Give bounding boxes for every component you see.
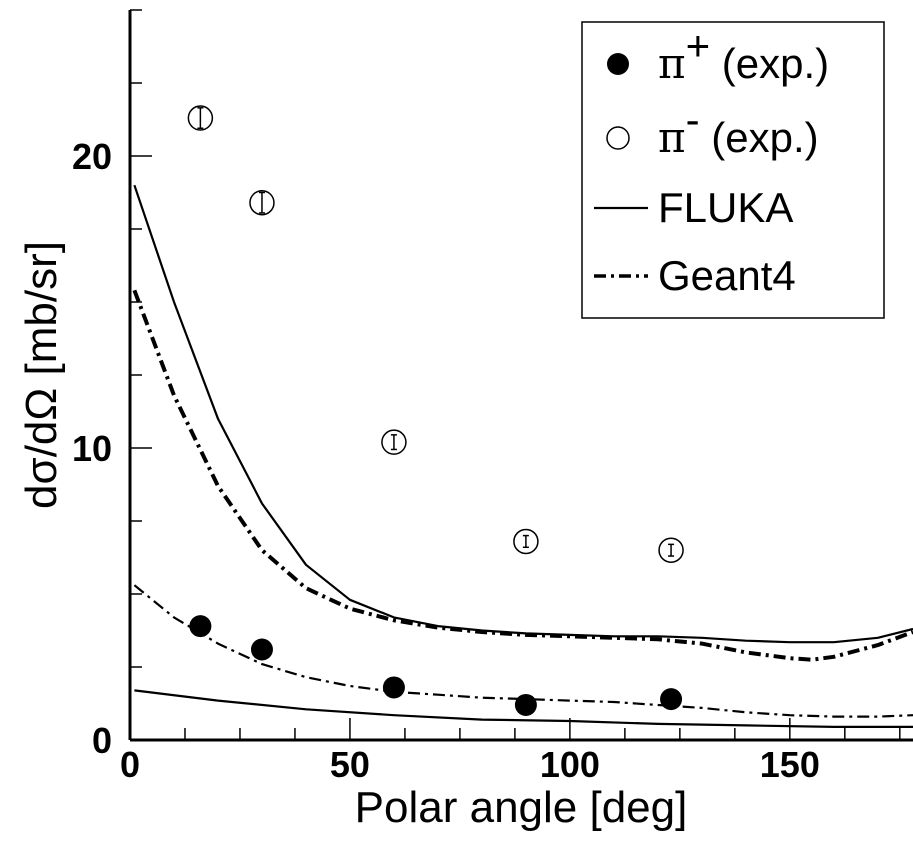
- x-tick-label: 50: [330, 744, 370, 785]
- pi-plus-point: [514, 693, 537, 716]
- pi-plus-point: [660, 688, 683, 711]
- y-axis-title: dσ/dΩ [mb/sr]: [17, 241, 66, 509]
- x-axis-title: Polar angle [deg]: [355, 783, 688, 832]
- pi-plus-point: [382, 676, 405, 699]
- legend-open-marker: [606, 126, 630, 150]
- x-tick-label: 150: [760, 744, 820, 785]
- x-tick-label: 0: [120, 744, 140, 785]
- axis-ticks: 0 50 100 150 0 10 20: [72, 9, 901, 785]
- pi-plus-point: [189, 615, 212, 638]
- legend-filled-marker: [607, 53, 629, 75]
- legend-box: [581, 21, 885, 319]
- data-points: [187, 105, 684, 716]
- legend-label: Geant4: [658, 252, 796, 299]
- legend: π+ (exp.) π- (exp.) FLUKA Geant4: [581, 21, 885, 319]
- y-tick-label: 10: [72, 428, 112, 469]
- y-tick-label: 0: [92, 720, 112, 761]
- legend-label: π- (exp.): [658, 96, 819, 162]
- pi-plus-point: [250, 638, 273, 661]
- y-tick-label: 20: [72, 136, 112, 177]
- curve-geant4: [132, 289, 913, 662]
- x-tick-label: 100: [540, 744, 600, 785]
- legend-label: FLUKA: [658, 184, 793, 231]
- legend-label: π+ (exp.): [658, 22, 829, 88]
